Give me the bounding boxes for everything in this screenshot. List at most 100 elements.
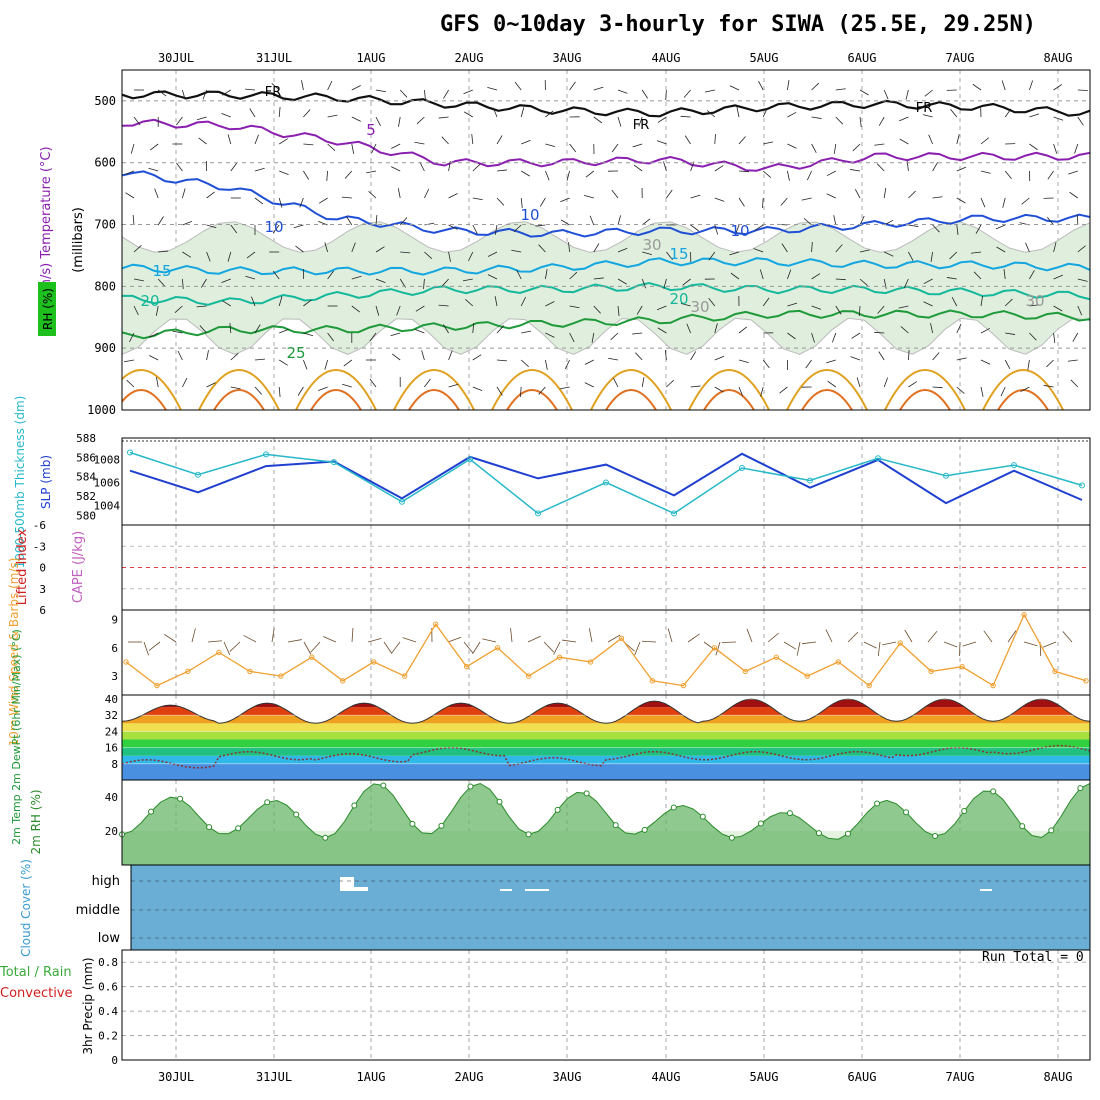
temperature-contour-30 <box>688 369 770 410</box>
slp-ylabel-group: 1000-500mb Thickness (dm) <box>13 396 27 569</box>
wind-barb <box>832 332 837 343</box>
wind-barb <box>1004 359 1011 370</box>
wind-barb <box>738 326 748 334</box>
rh2m-point <box>235 825 242 832</box>
wind-barb <box>591 332 595 343</box>
wind-barb <box>690 194 701 199</box>
pressure-tick-label: 900 <box>94 341 116 355</box>
wind-barb <box>883 278 887 289</box>
wind10m-barb <box>223 641 231 655</box>
wind-barb <box>129 332 135 343</box>
wind-barb <box>1003 269 1006 280</box>
wind-barb <box>613 377 619 388</box>
wind-barb <box>327 114 338 118</box>
rh2m-point <box>148 808 155 815</box>
top-date-label: 7AUG <box>946 51 975 65</box>
wind-barb <box>1053 242 1057 253</box>
wind-barb <box>230 162 238 172</box>
wind-barb <box>198 137 207 145</box>
precip-convective-label: Convective <box>0 986 73 1001</box>
wind-barb <box>930 251 933 262</box>
wind10m-barb <box>847 631 859 643</box>
wind-barb <box>878 351 885 361</box>
wind-barb <box>878 116 885 126</box>
wind-barb <box>805 359 812 369</box>
wind-barb <box>206 224 217 229</box>
wind-barb <box>468 251 474 262</box>
wind10m-point <box>278 673 284 679</box>
wind-barb <box>946 277 957 280</box>
temperature-contour-35 <box>213 389 265 410</box>
wind-barb <box>130 143 135 154</box>
wind-barb <box>686 323 691 334</box>
wind-barb <box>514 81 522 91</box>
wind-barb <box>787 269 792 280</box>
wind-barb <box>148 167 159 172</box>
wind-barb <box>438 304 449 307</box>
wind-barb <box>206 350 209 361</box>
wind-barb <box>521 139 531 145</box>
wind10m-barb <box>143 641 149 656</box>
temp2m-band <box>122 699 1090 708</box>
wind-barb <box>657 327 667 334</box>
wind-barb <box>924 89 933 97</box>
rh2m-point <box>496 798 503 805</box>
wind-barb <box>521 330 532 334</box>
wind-barb <box>463 89 473 95</box>
wind-barb <box>545 170 550 181</box>
wind-barb <box>683 89 691 98</box>
wind-barb <box>303 299 312 307</box>
wind-barb <box>666 379 674 388</box>
wind-barb <box>666 189 673 199</box>
wind-barb <box>980 296 983 307</box>
wind-barb <box>472 386 483 391</box>
contour-label: 15 <box>669 245 688 263</box>
wind-barb <box>254 386 262 395</box>
wind-barb <box>1004 298 1013 307</box>
wind-barb <box>762 359 770 369</box>
wind-barb <box>249 108 256 118</box>
wind-barb <box>560 219 570 226</box>
wind-barb <box>714 224 719 235</box>
wind10m-barb <box>588 628 593 643</box>
wind-barb <box>1077 278 1088 282</box>
wind-barb <box>303 143 314 146</box>
wind-barb <box>956 166 967 172</box>
rh-legend-swatch <box>38 282 56 336</box>
wind-barb <box>278 386 281 397</box>
wind-barb <box>295 245 304 253</box>
temperature-contour <box>122 309 1090 340</box>
wind-barb <box>202 89 207 100</box>
temperature-contour-35 <box>310 389 362 410</box>
thickness-point <box>263 451 269 458</box>
wind-barb <box>923 278 933 285</box>
wind-barb <box>584 359 594 365</box>
rh2m-point <box>525 831 532 838</box>
wind-barb <box>850 169 861 172</box>
wind-barb <box>859 215 865 226</box>
wind-barb <box>318 221 328 226</box>
wind-barb <box>811 116 822 119</box>
wind10m-barb <box>447 636 462 643</box>
wind-barb <box>246 251 256 259</box>
top-date-label: 6AUG <box>848 51 877 65</box>
wind-barb <box>762 107 768 118</box>
wind-barb <box>222 89 232 96</box>
wind-barb <box>930 323 933 334</box>
wind-barb <box>826 170 836 177</box>
rh2m-point <box>1019 823 1026 830</box>
thickness-point <box>603 479 609 486</box>
wind-barb <box>730 272 740 280</box>
wind-barb <box>303 109 311 118</box>
wind10m-barb <box>667 628 673 643</box>
wind-barb <box>1053 116 1064 121</box>
precip-tick-label: 0.8 <box>98 956 118 969</box>
wind-barb <box>665 89 667 101</box>
wind-barb <box>545 332 555 338</box>
wind10m-barb <box>904 629 913 643</box>
wind-barb <box>617 305 620 316</box>
wind-barb <box>633 164 643 172</box>
wind10m-point <box>1052 668 1058 675</box>
thickness-point <box>943 472 949 479</box>
